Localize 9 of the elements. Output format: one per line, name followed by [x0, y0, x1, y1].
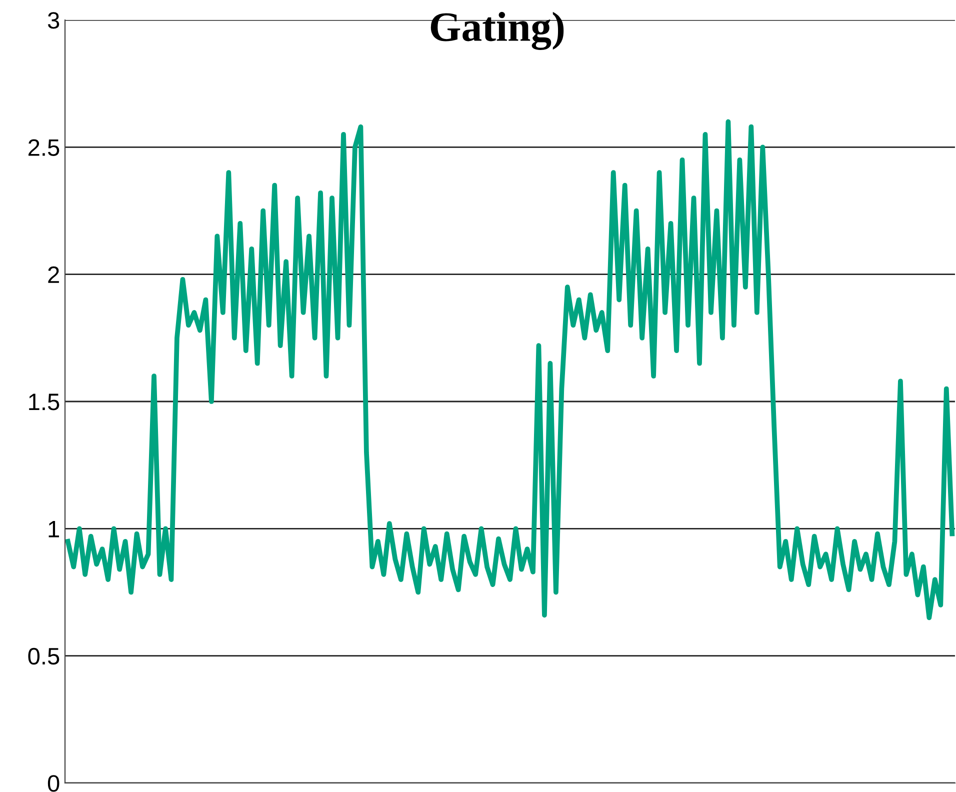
y-tick-label: 2.5 — [28, 139, 60, 156]
y-tick-label: 2 — [48, 266, 59, 283]
y-tick-label: 1.5 — [29, 394, 60, 410]
y-tick-label: 0.5 — [28, 648, 60, 665]
chart-title: Gating) — [430, 12, 564, 50]
y-tick-label: 1 — [48, 520, 59, 538]
y-tick-label: 0 — [48, 775, 60, 792]
y-tick-label: 3 — [48, 12, 60, 29]
line-series — [65, 119, 955, 620]
